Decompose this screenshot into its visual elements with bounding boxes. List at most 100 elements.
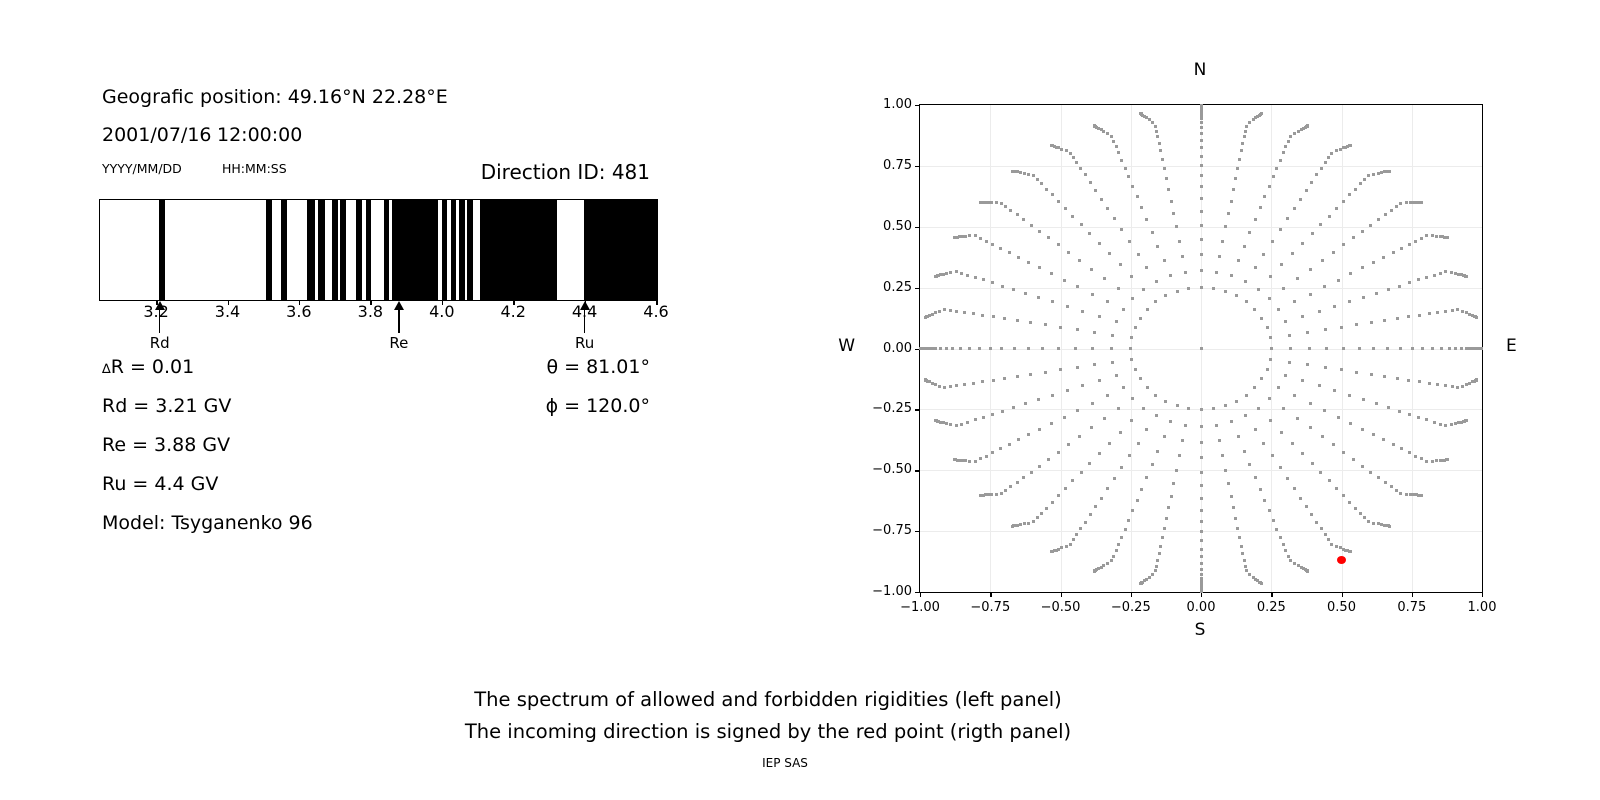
direction-grid-dot (1383, 213, 1387, 217)
direction-grid-dot (1280, 263, 1284, 267)
incoming-direction-plot: −1.00 −1.00 −0.75 −0.75 −0.50 −0.50 −0.25 −0.25… (872, 97, 1496, 615)
forbidden-interval-bar (479, 200, 557, 300)
direction-grid-dot (1336, 278, 1340, 282)
direction-grid-dot (1372, 260, 1375, 264)
direction-grid-dot (1159, 149, 1163, 153)
direction-grid-dot (1136, 252, 1140, 256)
direction-grid-dot (1145, 307, 1149, 311)
direction-grid-dot (1121, 385, 1125, 389)
direction-grid-dot (1267, 184, 1271, 188)
direction-grid-dot (1305, 188, 1308, 192)
direction-grid-dot (1397, 284, 1401, 288)
direction-grid-dot (1417, 380, 1421, 384)
direction-grid-dot (1454, 271, 1457, 275)
direction-grid-dot (1142, 579, 1146, 583)
direction-grid-dot (1169, 494, 1173, 498)
direction-grid-dot (1097, 314, 1101, 318)
direction-grid-dot (1414, 454, 1418, 458)
direction-grid-dot (1275, 166, 1279, 170)
direction-grid-dot (1270, 453, 1274, 457)
direction-grid-dot (1050, 393, 1054, 397)
direction-grid-dot (1338, 546, 1342, 550)
forbidden-interval-bar (450, 200, 456, 300)
cutoff-label-ru: Ru (574, 334, 595, 352)
direction-grid-dot (1251, 575, 1255, 579)
direction-grid-dot (1359, 182, 1362, 186)
direction-grid-dot (1282, 286, 1286, 290)
direction-grid-dot (1386, 406, 1390, 409)
direction-grid-dot (1139, 111, 1142, 115)
direction-grid-dot (1199, 121, 1203, 125)
direction-grid-dot (948, 308, 952, 312)
direction-grid-dot (966, 273, 970, 277)
direction-grid-dot (1286, 139, 1290, 143)
direction-grid-dot (1130, 418, 1133, 422)
direction-grid-dot (1094, 188, 1097, 192)
direction-grid-dot (1040, 182, 1043, 186)
direction-grid-dot (1199, 424, 1203, 428)
direction-grid-dot (1199, 562, 1203, 565)
direction-grid-dot (1113, 476, 1117, 480)
direction-grid-dot (1097, 379, 1101, 383)
direction-grid-dot (941, 421, 945, 425)
forbidden-interval-bar (459, 200, 465, 300)
forbidden-interval-bar (158, 200, 165, 300)
direction-grid-dot (991, 378, 995, 382)
direction-grid-dot (1139, 582, 1142, 586)
direction-grid-dot (1268, 336, 1272, 340)
direction-grid-dot (1319, 166, 1323, 170)
direction-grid-dot (1083, 173, 1087, 177)
arrow-head-icon (393, 301, 404, 310)
direction-grid-dot (1253, 475, 1257, 479)
caption-line2: The incoming direction is signed by the … (464, 720, 1072, 743)
direction-grid-dot (1131, 184, 1135, 188)
direction-grid-dot (1043, 370, 1047, 374)
direction-grid-dot (1117, 542, 1121, 546)
direction-grid-dot (1285, 217, 1289, 221)
direction-grid-dot (1110, 559, 1114, 563)
direction-grid-dot (941, 272, 945, 276)
x-axis-tick (920, 592, 922, 597)
direction-grid-dot (1097, 452, 1101, 455)
direction-grid-dot (1475, 378, 1479, 382)
cutoff-arrow-ru (576, 301, 594, 333)
delta-symbol: ∆ (102, 362, 111, 377)
direction-grid-dot (1248, 463, 1252, 466)
direction-grid-dot (1342, 347, 1345, 350)
direction-grid-dot (1177, 454, 1181, 458)
direction-grid-dot (1144, 116, 1148, 120)
direction-grid-dot (1029, 321, 1033, 324)
direction-grid-dot (1446, 236, 1450, 239)
direction-grid-dot (1353, 187, 1357, 191)
direction-grid-dot (1199, 154, 1203, 158)
direction-grid-dot (1231, 506, 1235, 510)
direction-grid-dot (952, 236, 956, 239)
param-re: Re = 3.88 GV (102, 434, 231, 456)
direction-grid-dot (1037, 398, 1041, 402)
direction-grid-dot (983, 493, 987, 497)
datetime-format-hint: YYYY/MM/DD HH:MM:SS (102, 161, 287, 176)
direction-grid-dot (1118, 430, 1122, 434)
direction-grid-dot (1253, 428, 1257, 432)
direction-grid-dot (1154, 569, 1158, 573)
direction-grid-dot (960, 422, 963, 426)
direction-grid-dot (1407, 378, 1411, 382)
direction-grid-dot (1155, 129, 1159, 133)
direction-grid-dot (999, 246, 1002, 250)
direction-grid-dot (1325, 347, 1329, 350)
param-ru: Ru = 4.4 GV (102, 473, 219, 495)
direction-grid-dot (1041, 347, 1045, 350)
direction-grid-dot (1037, 266, 1041, 270)
direction-grid-dot (1289, 347, 1293, 350)
direction-grid-dot (945, 422, 948, 426)
direction-grid-dot (1223, 289, 1227, 293)
direction-grid-dot (1106, 131, 1110, 135)
direction-grid-dot (1000, 201, 1003, 205)
direction-grid-dot (1449, 270, 1453, 274)
direction-grid-dot (1147, 575, 1151, 579)
direction-grid-dot (1326, 155, 1330, 159)
direction-grid-dot (1242, 449, 1246, 453)
direction-grid-dot (1199, 572, 1203, 576)
direction-grid-dot (1465, 382, 1469, 386)
direction-grid-dot (1417, 415, 1421, 419)
